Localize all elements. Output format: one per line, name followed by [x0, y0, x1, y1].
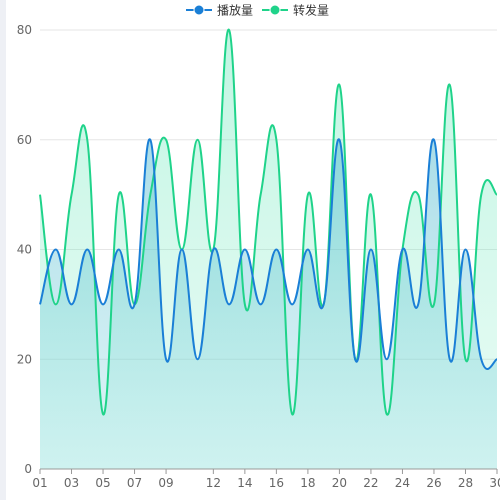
x-tick-label: 01 [32, 476, 47, 490]
x-tick-label: 05 [95, 476, 110, 490]
series-layer [39, 28, 498, 470]
x-tick-label: 14 [237, 476, 252, 490]
x-tick-label: 09 [158, 476, 173, 490]
legend-marker [193, 4, 205, 16]
y-tick-label: 40 [17, 243, 32, 257]
x-tick-label: 03 [64, 476, 79, 490]
legend-label: 播放量 [217, 3, 253, 18]
legend-item-0[interactable]: 播放量 [186, 3, 253, 18]
y-tick-label: 0 [24, 462, 32, 476]
y-axis: 0 20 40 60 80 [17, 23, 32, 476]
x-tick-label: 18 [300, 476, 315, 490]
x-tick-label: 12 [206, 476, 221, 490]
y-tick-label: 80 [17, 23, 32, 37]
x-tick-label: 07 [127, 476, 142, 490]
x-tick-label: 28 [458, 476, 473, 490]
x-tick-label: 26 [426, 476, 441, 490]
x-tick-label: 24 [395, 476, 410, 490]
x-axis: 01 03 05 07 09 12 14 16 18 20 22 24 26 28 30 [32, 468, 500, 490]
series-line-0 [39, 138, 498, 370]
legend-label: 转发量 [293, 3, 329, 18]
y-tick-label: 60 [17, 133, 32, 147]
legend[interactable]: 播放量 转发量 [186, 3, 329, 18]
legend-marker [269, 4, 281, 16]
left-edge-strip [0, 0, 6, 500]
series-line-1 [39, 28, 498, 416]
x-tick-label: 16 [269, 476, 284, 490]
x-tick-label: 20 [332, 476, 347, 490]
y-tick-label: 20 [17, 352, 32, 366]
x-tick-label: 30 [489, 476, 500, 490]
x-tick-label: 22 [363, 476, 378, 490]
legend-item-1[interactable]: 转发量 [262, 3, 329, 18]
